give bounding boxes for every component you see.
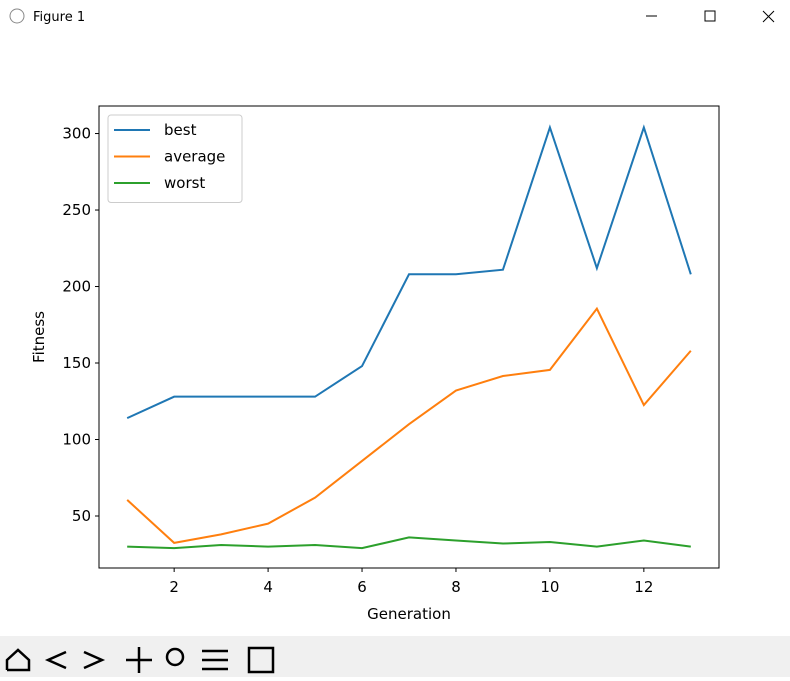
y-axis-label: Fitness bbox=[30, 311, 48, 363]
pan-button[interactable] bbox=[126, 647, 152, 673]
maximize-button[interactable] bbox=[704, 10, 716, 22]
configure-button[interactable] bbox=[202, 649, 228, 671]
home-button[interactable] bbox=[5, 648, 31, 672]
x-tick-label: 12 bbox=[634, 578, 653, 596]
data-line bbox=[126, 306, 692, 544]
legend-label: average bbox=[164, 148, 225, 166]
y-tick-label: 150 bbox=[62, 354, 91, 372]
save-button[interactable] bbox=[247, 646, 275, 674]
data-line bbox=[127, 536, 691, 550]
legend-label: worst bbox=[164, 174, 205, 192]
x-tick-label: 2 bbox=[169, 578, 179, 596]
x-tick-label: 10 bbox=[540, 578, 559, 596]
y-tick-label: 250 bbox=[62, 201, 91, 219]
title-bar bbox=[0, 0, 790, 34]
data-line bbox=[126, 124, 692, 419]
legend-box bbox=[107, 114, 243, 203]
close-button[interactable] bbox=[762, 10, 775, 23]
y-tick-label: 300 bbox=[62, 125, 91, 143]
y-tick-label: 100 bbox=[62, 430, 91, 448]
toolbar bbox=[0, 636, 790, 677]
app-icon bbox=[9, 8, 25, 24]
x-axis-label: Generation bbox=[367, 605, 451, 623]
y-tick-label: 50 bbox=[72, 507, 91, 525]
x-tick-label: 4 bbox=[263, 578, 273, 596]
x-tick-label: 6 bbox=[357, 578, 367, 596]
zoom-button[interactable] bbox=[165, 647, 185, 667]
y-tick-label: 200 bbox=[62, 278, 91, 296]
back-button[interactable] bbox=[44, 650, 67, 670]
forward-button[interactable] bbox=[83, 650, 106, 670]
window-title: Figure 1 bbox=[33, 10, 85, 25]
legend-label: best bbox=[164, 121, 197, 139]
x-tick-label: 8 bbox=[451, 578, 461, 596]
